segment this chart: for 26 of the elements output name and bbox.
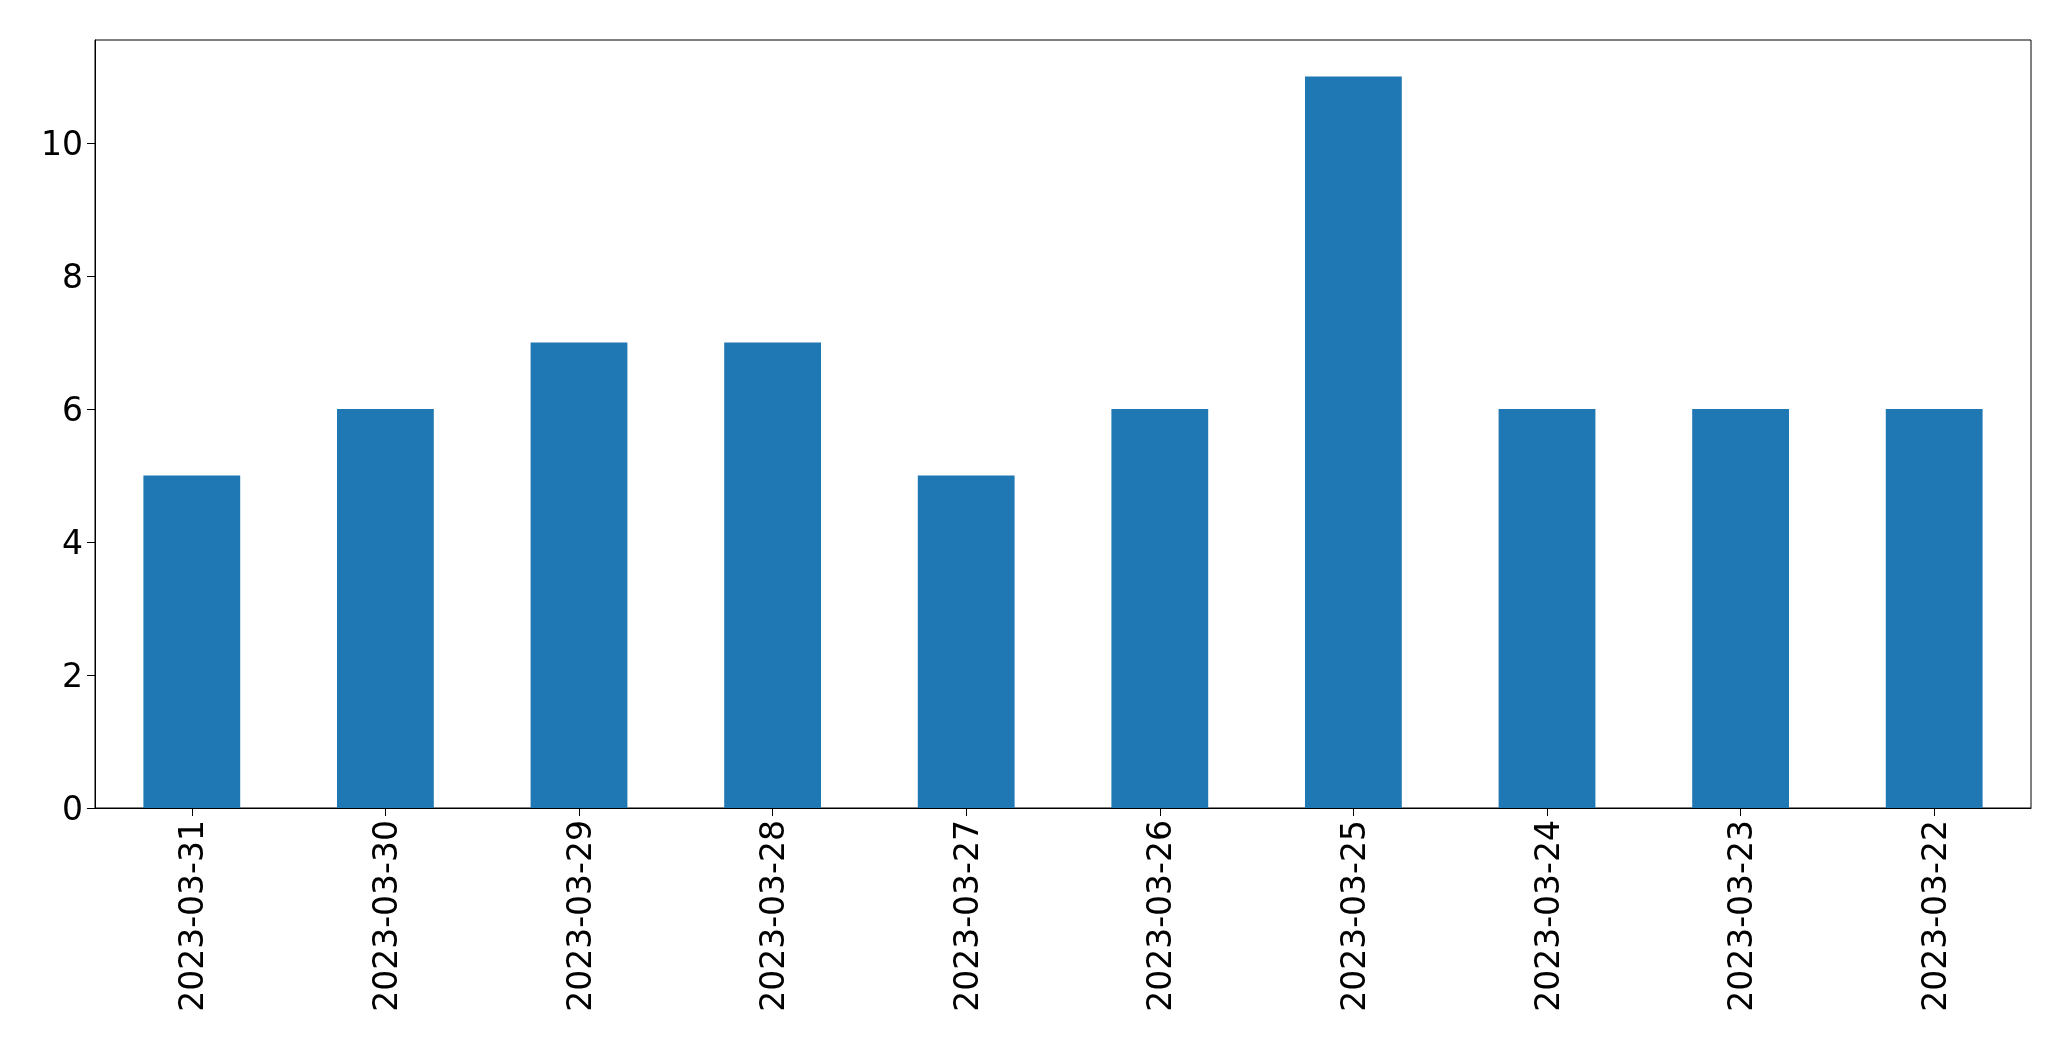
bar	[530, 342, 628, 808]
bar	[917, 475, 1015, 808]
y-tick-label: 0	[62, 788, 83, 828]
bar	[1111, 409, 1209, 808]
x-tick-label: 2023-03-25	[1333, 820, 1373, 1012]
y-tick-label: 2	[62, 655, 83, 695]
y-tick-label: 10	[41, 123, 83, 163]
x-tick-label: 2023-03-24	[1527, 820, 1567, 1012]
x-tick-label: 2023-03-28	[753, 820, 793, 1012]
x-tick-label: 2023-03-22	[1914, 820, 1954, 1012]
bar	[1305, 76, 1402, 808]
x-tick-label: 2023-03-27	[946, 820, 986, 1012]
x-tick-label: 2023-03-30	[365, 820, 405, 1012]
bar	[1692, 409, 1789, 808]
y-tick-label: 4	[62, 522, 83, 562]
x-tick-label: 2023-03-23	[1721, 820, 1761, 1012]
x-tick-label: 2023-03-26	[1140, 820, 1180, 1012]
bar	[1885, 409, 1983, 808]
x-tick-label: 2023-03-29	[559, 820, 599, 1012]
y-tick-label: 6	[62, 389, 83, 429]
x-tick-label: 2023-03-31	[172, 820, 212, 1012]
y-tick-label: 8	[62, 256, 83, 296]
bar	[1498, 409, 1596, 808]
bar	[337, 409, 434, 808]
bar	[724, 342, 821, 808]
bar	[143, 475, 241, 808]
